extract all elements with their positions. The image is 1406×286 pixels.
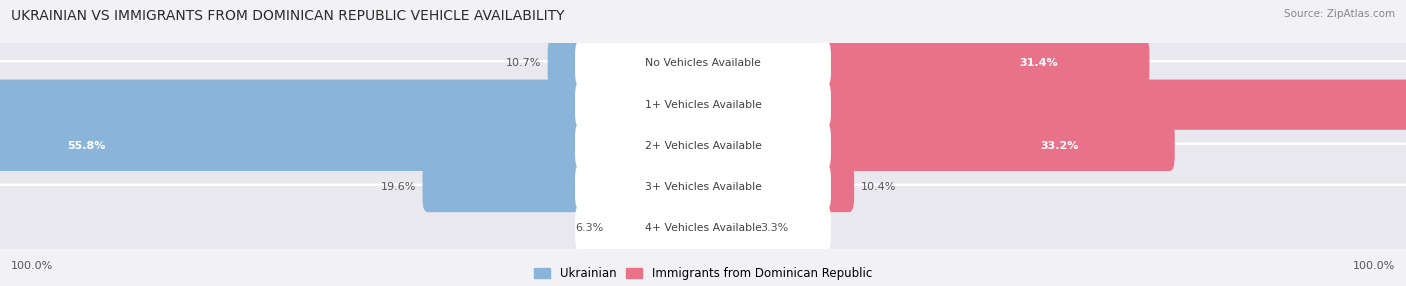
- FancyBboxPatch shape: [0, 121, 709, 171]
- FancyBboxPatch shape: [697, 203, 754, 253]
- FancyBboxPatch shape: [547, 38, 707, 89]
- FancyBboxPatch shape: [697, 38, 1150, 89]
- FancyBboxPatch shape: [575, 164, 831, 210]
- FancyBboxPatch shape: [0, 102, 1406, 189]
- FancyBboxPatch shape: [422, 162, 707, 212]
- Text: 33.2%: 33.2%: [1040, 141, 1078, 151]
- Text: 31.4%: 31.4%: [1019, 59, 1057, 68]
- FancyBboxPatch shape: [0, 20, 1406, 107]
- Text: 4+ Vehicles Available: 4+ Vehicles Available: [644, 223, 762, 233]
- Legend: Ukrainian, Immigrants from Dominican Republic: Ukrainian, Immigrants from Dominican Rep…: [534, 267, 872, 280]
- FancyBboxPatch shape: [575, 40, 831, 87]
- Text: UKRAINIAN VS IMMIGRANTS FROM DOMINICAN REPUBLIC VEHICLE AVAILABILITY: UKRAINIAN VS IMMIGRANTS FROM DOMINICAN R…: [11, 9, 565, 23]
- FancyBboxPatch shape: [697, 121, 1175, 171]
- FancyBboxPatch shape: [0, 185, 1406, 272]
- Text: 1+ Vehicles Available: 1+ Vehicles Available: [644, 100, 762, 110]
- FancyBboxPatch shape: [575, 205, 831, 251]
- FancyBboxPatch shape: [575, 82, 831, 128]
- FancyBboxPatch shape: [697, 80, 1406, 130]
- Text: 10.4%: 10.4%: [860, 182, 896, 192]
- Text: Source: ZipAtlas.com: Source: ZipAtlas.com: [1284, 9, 1395, 19]
- Text: 3.3%: 3.3%: [761, 223, 789, 233]
- FancyBboxPatch shape: [0, 61, 1406, 148]
- Text: 55.8%: 55.8%: [66, 141, 105, 151]
- Text: No Vehicles Available: No Vehicles Available: [645, 59, 761, 68]
- Text: 3+ Vehicles Available: 3+ Vehicles Available: [644, 182, 762, 192]
- Text: 6.3%: 6.3%: [575, 223, 603, 233]
- Text: 100.0%: 100.0%: [1353, 261, 1395, 271]
- Text: 10.7%: 10.7%: [506, 59, 541, 68]
- Text: 19.6%: 19.6%: [381, 182, 416, 192]
- FancyBboxPatch shape: [610, 203, 709, 253]
- FancyBboxPatch shape: [0, 80, 709, 130]
- Text: 2+ Vehicles Available: 2+ Vehicles Available: [644, 141, 762, 151]
- Text: 100.0%: 100.0%: [11, 261, 53, 271]
- FancyBboxPatch shape: [575, 123, 831, 169]
- FancyBboxPatch shape: [697, 162, 855, 212]
- FancyBboxPatch shape: [0, 144, 1406, 231]
